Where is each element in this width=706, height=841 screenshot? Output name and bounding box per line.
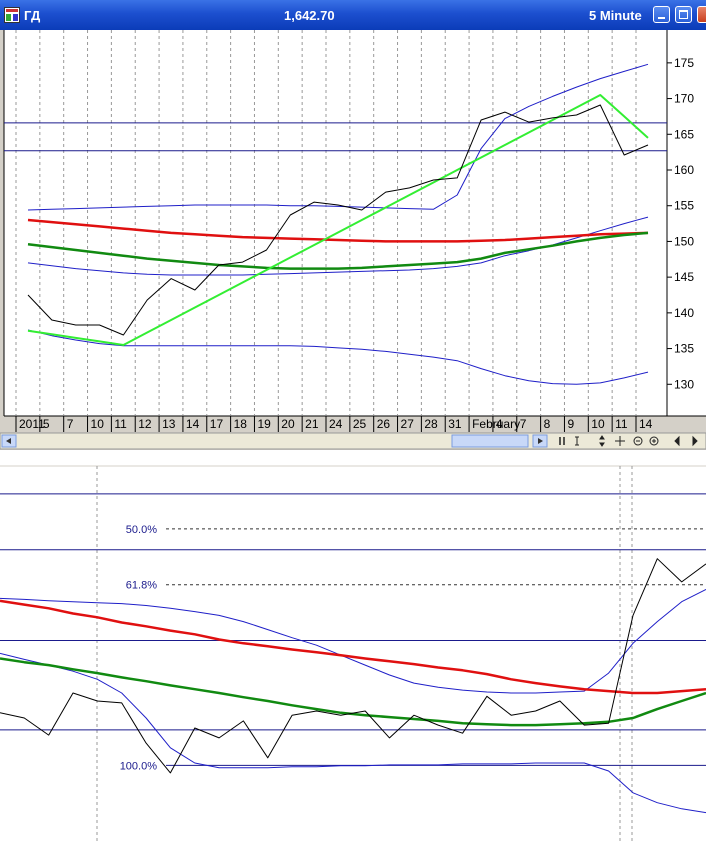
scroll-thumb[interactable]	[451, 434, 529, 448]
y-tick-label: 150	[674, 234, 694, 248]
series-line	[0, 588, 706, 694]
x-tick-label: 14	[639, 417, 653, 431]
x-tick-label: 28	[424, 417, 438, 431]
minimize-button[interactable]	[653, 6, 670, 23]
x-tick-label: 13	[162, 417, 176, 431]
series-line	[27, 231, 649, 270]
x-tick-label: 27	[401, 417, 415, 431]
x-tick-label: 20	[281, 417, 295, 431]
x-tick-label: 4	[496, 417, 503, 431]
tool-sync[interactable]	[559, 437, 565, 445]
x-tick-label: 7	[520, 417, 527, 431]
series-line	[27, 218, 649, 243]
tool-step[interactable]	[674, 435, 698, 447]
x-tick-label: 24	[329, 417, 343, 431]
series-line	[0, 558, 706, 774]
x-tick-label: 21	[305, 417, 319, 431]
series-line	[0, 657, 706, 727]
x-tick-label: 18	[234, 417, 248, 431]
fib-label: 61.8%	[126, 580, 157, 592]
y-tick-label: 135	[674, 342, 694, 356]
tool-zoom-out[interactable]	[633, 436, 643, 446]
toolbar	[559, 435, 698, 447]
series-line	[0, 599, 706, 695]
x-tick-label: 9	[567, 417, 574, 431]
tool-vzoom[interactable]	[599, 435, 605, 447]
x-tick-label: 10	[591, 417, 605, 431]
y-tick-label: 145	[674, 270, 694, 284]
tool-cursor[interactable]	[575, 436, 579, 446]
series-line	[27, 94, 649, 346]
title-bar: ГД 1,642.70 5 Minute	[0, 0, 706, 30]
x-tick-label: 5	[43, 417, 50, 431]
x-tick-label: 11	[615, 417, 628, 431]
symbol: ГД	[24, 8, 41, 23]
tool-zoom-in[interactable]	[649, 436, 659, 446]
y-tick-label: 155	[674, 199, 694, 213]
x-tick-label: February	[472, 417, 520, 431]
series-line	[27, 63, 649, 211]
x-tick-label: 2011	[19, 417, 45, 431]
maximize-button[interactable]	[675, 6, 692, 23]
series-line	[27, 104, 649, 336]
y-tick-label: 130	[674, 377, 694, 391]
x-tick-label: 26	[377, 417, 391, 431]
x-tick-label: 10	[91, 417, 105, 431]
y-tick-label: 175	[674, 56, 694, 70]
tool-pan[interactable]	[615, 436, 625, 446]
x-tick-label: 11	[114, 417, 127, 431]
x-tick-label: 17	[210, 417, 224, 431]
interval: 5 Minute	[589, 8, 642, 23]
fib-label: 100.0%	[120, 760, 158, 772]
x-tick-label: 14	[186, 417, 200, 431]
app-icon	[4, 7, 20, 23]
close-button[interactable]	[697, 6, 706, 23]
x-tick-label: 12	[138, 417, 152, 431]
scrollbar[interactable]	[0, 432, 706, 450]
y-tick-label: 170	[674, 92, 694, 106]
series-line	[27, 329, 649, 385]
last-price: 1,642.70	[284, 8, 335, 23]
y-tick-label: 140	[674, 306, 694, 320]
fib-label: 50.0%	[126, 524, 157, 536]
y-tick-label: 160	[674, 163, 694, 177]
series-line	[0, 652, 706, 814]
x-tick-label: 31	[448, 417, 462, 431]
x-tick-label: 7	[67, 417, 74, 431]
x-tick-label: 25	[353, 417, 367, 431]
y-tick-label: 165	[674, 127, 694, 141]
x-tick-label: 19	[257, 417, 271, 431]
x-tick-label: 8	[544, 417, 551, 431]
